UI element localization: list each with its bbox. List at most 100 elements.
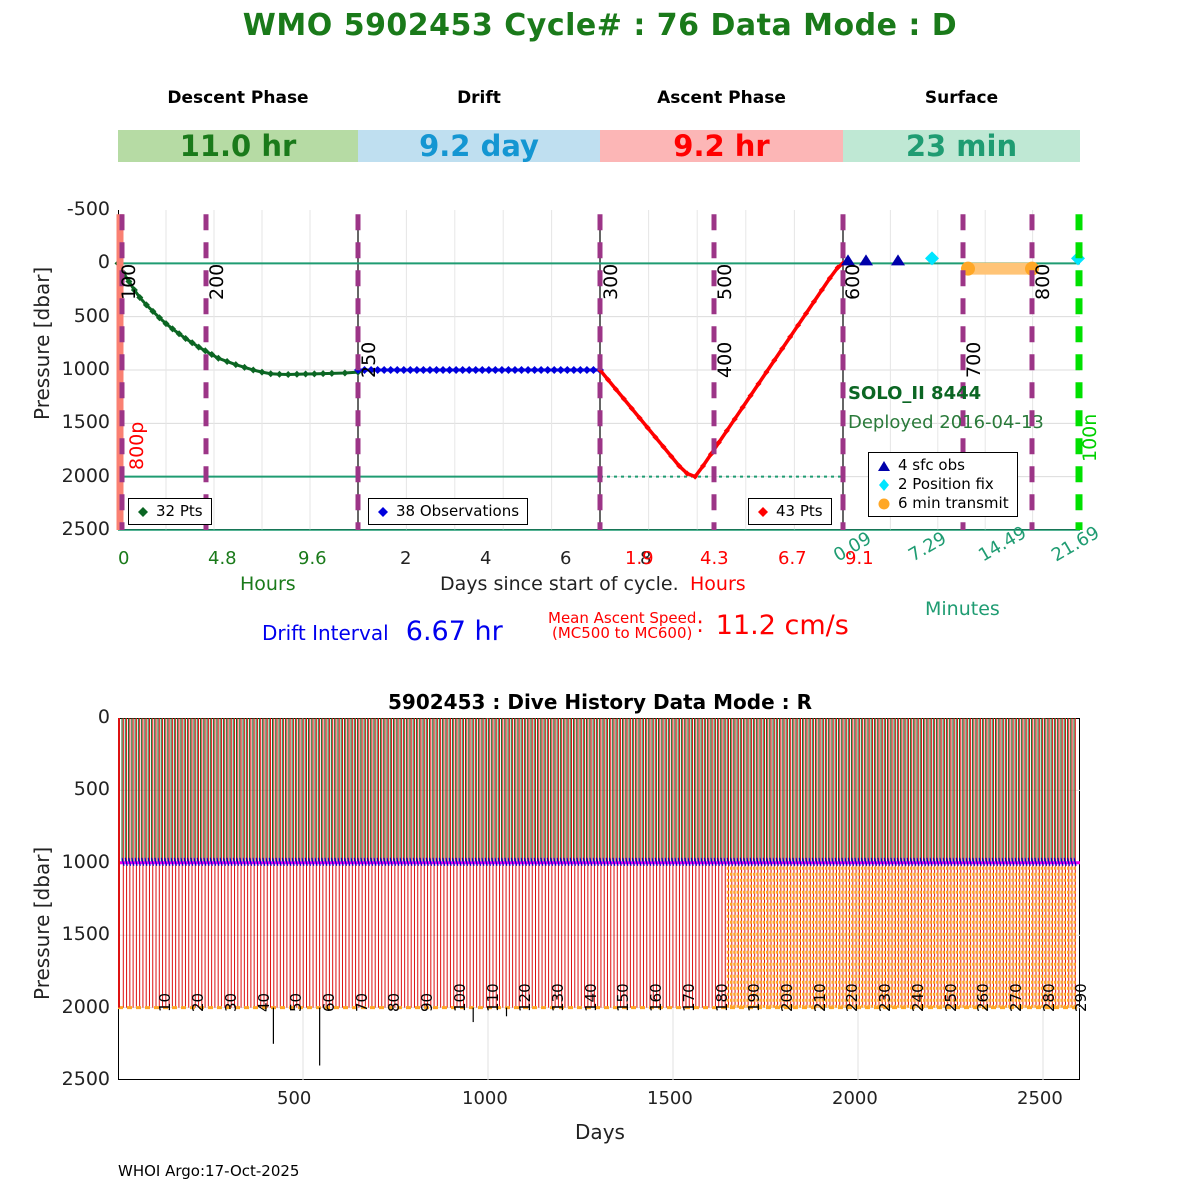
cycle-label-100: 100	[450, 983, 469, 1012]
cycle-label-60: 60	[320, 992, 339, 1012]
legend-item: 4 sfc obs	[877, 456, 1009, 475]
xtick-0-0: 0	[118, 548, 130, 569]
cycle-label-30: 30	[221, 992, 240, 1012]
mas-separator: :	[696, 613, 704, 638]
cycle-label-200: 200	[778, 983, 797, 1012]
xtick-0-2: 9.6	[298, 548, 327, 569]
legend-label: 6 min transmit	[898, 494, 1009, 512]
cycle-label-130: 130	[549, 983, 568, 1012]
bottom-ytick: 2500	[61, 1068, 110, 1090]
xtick-1-3: 8	[640, 548, 652, 569]
mc-label-600: 600	[842, 263, 864, 300]
bottom-xtick: 2000	[832, 1088, 878, 1109]
cycle-label-70: 70	[352, 992, 371, 1012]
dive-history-svg	[118, 718, 1080, 1080]
cycle-label-150: 150	[614, 983, 633, 1012]
mc-label-800: 800	[1032, 263, 1054, 300]
ascent-legend: 43 Pts	[748, 498, 832, 525]
drift-interval-value: 6.67 hr	[405, 616, 503, 647]
mas-sublabel: (MC500 to MC600)	[551, 623, 693, 642]
top-ytick: 2000	[61, 464, 110, 487]
mc-label-250: 250	[358, 341, 380, 378]
bottom-ytick: 1000	[61, 850, 110, 873]
cycle-profile-svg	[114, 210, 1085, 531]
mas-value: 11.2 cm/s	[715, 610, 849, 641]
top-ytick: 1500	[61, 411, 110, 434]
surface-legend: 4 sfc obs 2 Position fix 6 min transmit	[868, 452, 1018, 517]
xtick-1-2: 6	[560, 548, 572, 569]
cycle-label-40: 40	[254, 992, 273, 1012]
mc-label-800p: 800p	[126, 421, 148, 470]
phase-duration-1: 9.2 day	[358, 130, 600, 162]
cycle-label-50: 50	[287, 992, 306, 1012]
cycle-label-110: 110	[483, 983, 502, 1012]
phase-duration-3: 23 min	[843, 130, 1080, 162]
bottom-ytick: 500	[73, 778, 110, 801]
cycle-label-180: 180	[712, 983, 731, 1012]
xtick-2-3: 9.1	[845, 548, 874, 569]
top-ytick: -500	[66, 198, 110, 220]
top-ylabel: Pressure [dbar]	[30, 266, 54, 420]
float-id: SOLO_II 8444	[848, 383, 982, 404]
top-ytick: 500	[73, 304, 110, 327]
legend-label: 4 sfc obs	[898, 456, 965, 474]
cycle-label-90: 90	[418, 992, 437, 1012]
xaxis-title-2: Hours	[690, 573, 746, 595]
bottom-ytick: 0	[97, 706, 110, 728]
bottom-xlabel: Days	[575, 1120, 625, 1144]
mc-label-500: 500	[714, 263, 736, 300]
dive-history-plot	[118, 718, 1080, 1080]
cycle-label-10: 10	[156, 992, 175, 1012]
bottom-ytick: 2000	[61, 995, 110, 1018]
bottom-xtick: 2500	[1017, 1088, 1063, 1109]
mc-label-100: 100	[118, 263, 140, 300]
cycle-label-240: 240	[908, 983, 927, 1012]
diamond-icon	[138, 506, 148, 517]
xaxis-title-0: Hours	[240, 573, 296, 595]
cycle-label-230: 230	[876, 983, 895, 1012]
xaxis-title-3: Minutes	[925, 598, 1000, 620]
xaxis-title-1: Days since start of cycle.	[440, 573, 679, 595]
legend-item: 32 Pts	[137, 502, 203, 521]
cycle-label-220: 220	[843, 983, 862, 1012]
top-ytick: 1000	[61, 358, 110, 380]
deployment-date: Deployed 2016-04-13	[848, 412, 1044, 433]
cycle-label-160: 160	[647, 983, 666, 1012]
cycle-label-190: 190	[745, 983, 764, 1012]
circle-icon	[878, 498, 890, 509]
drift-interval-annotation: Drift Interval 6.67 hr	[262, 616, 503, 647]
phase-name-0: Descent Phase	[167, 88, 309, 108]
mc-label-700: 700	[963, 341, 985, 378]
cycle-label-170: 170	[679, 983, 698, 1012]
legend-label: 2 Position fix	[898, 475, 994, 493]
top-ytick: 0	[97, 251, 110, 274]
legend-item: 6 min transmit	[877, 494, 1009, 513]
cycle-label-280: 280	[1039, 983, 1058, 1012]
drift-interval-label: Drift Interval	[262, 621, 389, 645]
top-ytick: 2500	[61, 518, 110, 540]
mas-label-block: Mean Ascent Speed (MC500 to MC600)	[548, 608, 697, 642]
phase-name-2: Ascent Phase	[657, 88, 786, 108]
triangle-icon	[878, 460, 890, 471]
cycle-label-20: 20	[189, 992, 208, 1012]
cycle-label-120: 120	[516, 983, 535, 1012]
descent-legend: 32 Pts	[128, 498, 212, 525]
xtick-2-2: 6.7	[778, 548, 807, 569]
bottom-xtick: 500	[277, 1088, 312, 1109]
cycle-profile-plot	[114, 210, 1085, 531]
cycle-label-250: 250	[941, 983, 960, 1012]
legend-label: 43 Pts	[776, 502, 823, 520]
bottom-xtick: 1500	[647, 1088, 693, 1109]
xtick-3-1: 7.29	[905, 527, 951, 567]
phase-duration-2: 9.2 hr	[600, 130, 843, 162]
footer-text: WHOI Argo:17-Oct-2025	[118, 1162, 300, 1180]
xtick-1-1: 4	[480, 548, 492, 569]
phase-duration-0: 11.0 hr	[118, 130, 358, 162]
mas-label: Mean Ascent Speed	[548, 608, 697, 627]
mc-label-300: 300	[600, 263, 622, 300]
legend-item: 38 Observations	[377, 502, 519, 521]
dive-history-title: 5902453 : Dive History Data Mode : R	[388, 690, 812, 714]
cycle-label-210: 210	[810, 983, 829, 1012]
mc-label-200: 200	[206, 263, 228, 300]
